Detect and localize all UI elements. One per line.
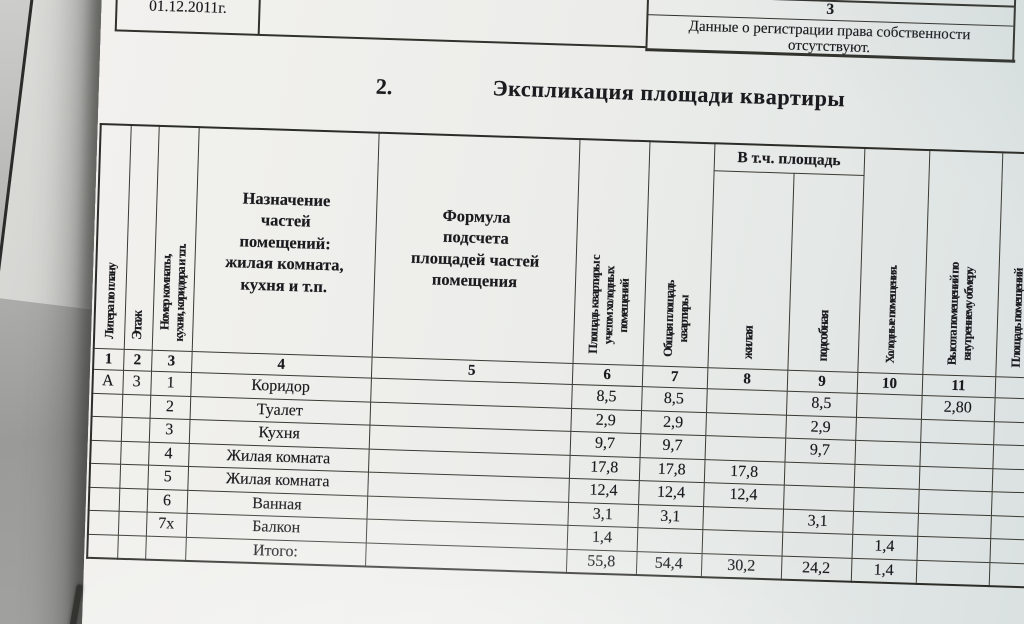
col-num: 7 — [641, 365, 708, 389]
rem-hline — [114, 29, 646, 48]
col-num — [994, 376, 1024, 400]
col-num: 9 — [786, 370, 858, 394]
col-header-zhilaya: жилая — [707, 170, 794, 371]
document-page: 01.12.2011г. 3 Данные о регистрации прав… — [75, 0, 1024, 624]
page-edge-mark — [67, 583, 83, 624]
col-num: 11 — [921, 374, 996, 398]
survey-date: 01.12.2011г. — [148, 0, 228, 17]
col-header-area-with-cold: Площадь квартиры с учетом холодных помещ… — [572, 139, 650, 366]
col-header-purpose: Назначение частей помещений: жилая комна… — [191, 127, 379, 358]
section-number: 2. — [375, 73, 393, 100]
col-num: 8 — [706, 367, 788, 392]
col-num: 10 — [856, 372, 923, 396]
col-num: 3 — [151, 350, 192, 373]
col-num: 2 — [123, 349, 152, 372]
col-num: 6 — [571, 363, 643, 387]
header-row-top: Литера по плану Этаж Номер комнаты, кухн… — [93, 123, 1024, 379]
col-num: 1 — [93, 348, 124, 371]
explication-table: Литера по плану Этаж Номер комнаты, кухн… — [86, 122, 1024, 589]
col-header-height: Высота помещений по внутреннему обмеру — [922, 150, 1003, 377]
col-header-cold-rooms: Холодные помещения. — [857, 147, 930, 375]
page-title: Экспликация площади квартиры — [492, 75, 846, 112]
col-header-formula: Формула подсчета площадей частей помещен… — [371, 132, 580, 364]
col-header-room-number: Номер комнаты, кухни, коридора и т.п. — [151, 125, 199, 352]
col-header-total-area: Общая площадь квартиры — [642, 141, 715, 368]
col-header-podsobnaya: подсобная — [787, 173, 864, 373]
